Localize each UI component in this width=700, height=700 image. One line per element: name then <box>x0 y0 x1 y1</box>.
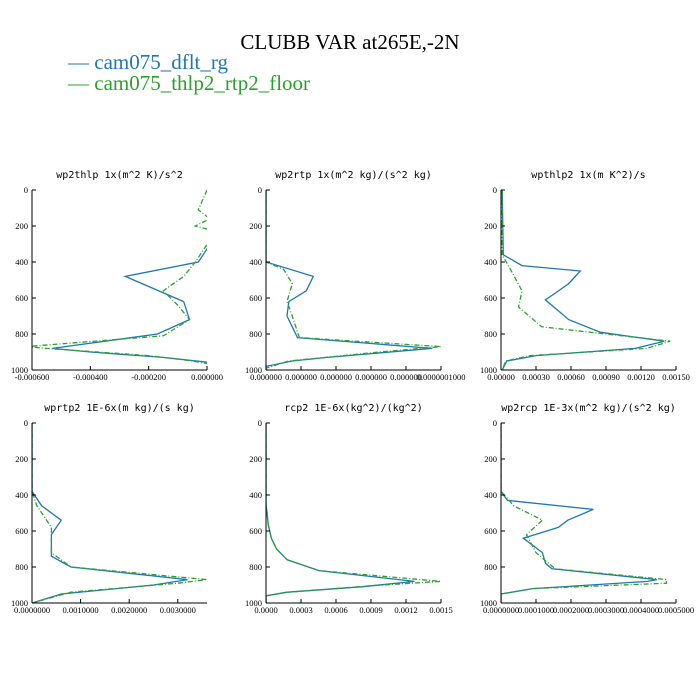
y-tick-label: 800 <box>15 329 28 339</box>
x-tick-label: 0.000000 <box>355 372 387 382</box>
series-line-floor <box>501 190 671 370</box>
x-tick-label: -0.000200 <box>131 372 166 382</box>
x-tick-label: 0.0009 <box>359 605 382 615</box>
y-tick-label: 400 <box>484 490 497 500</box>
x-tick-label: 0.0012 <box>394 605 417 615</box>
series-line-dflt <box>501 423 658 603</box>
panel-title: wp2rcp 1E-3x(m^2 kg)/(s^2 kg) <box>501 403 676 414</box>
x-tick-label: 0.00120 <box>627 372 655 382</box>
x-tick-label: 0.0002000 <box>553 605 589 615</box>
y-tick-label: 1000 <box>480 598 497 608</box>
panel-title: wprtp2 1E-6x(m kg)/(s kg) <box>44 403 195 414</box>
y-tick-label: 600 <box>249 526 262 536</box>
x-tick-label: 0.00150 <box>662 372 690 382</box>
chart-panel-1: wp2rtp 1x(m^2 kg)/(s^2 kg) 0 200 400 600 800 1… <box>245 170 465 382</box>
y-tick-label: 200 <box>484 454 497 464</box>
x-tick-label: 0.000000 <box>285 372 317 382</box>
panel-title: wp2thlp 1x(m^2 K)/s^2 <box>56 170 182 181</box>
x-tick-label: 0.0020000 <box>111 605 147 615</box>
chart-panel-4: rcp2 1E-6x(kg^2)/(kg^2) 0 200 400 600 800 1000… <box>245 403 453 615</box>
y-tick-label: 200 <box>484 221 497 231</box>
legend-label: — cam075_dflt_rg <box>68 50 229 74</box>
x-tick-label: -0.000600 <box>15 372 50 382</box>
series-line-floor <box>32 423 207 603</box>
y-tick-label: 200 <box>249 454 262 464</box>
y-tick-label: 600 <box>484 293 497 303</box>
x-tick-label: 0.00060 <box>557 372 585 382</box>
panel-title: wpthlp2 1x(m K^2)/s <box>531 170 645 181</box>
y-tick-label: 800 <box>15 562 28 572</box>
series-line-dflt <box>52 247 207 363</box>
chart-panel-2: wpthlp2 1x(m K^2)/s020040060080010000.00… <box>480 170 690 382</box>
x-tick-label: 0.0005000 <box>658 605 694 615</box>
y-tick-label: 400 <box>249 490 262 500</box>
x-tick-label: 0.00090 <box>592 372 620 382</box>
x-tick-label: 0.0010000 <box>63 605 99 615</box>
y-tick-label: 1000 <box>11 598 28 608</box>
y-tick-label: 400 <box>484 257 497 267</box>
series-line-dflt <box>266 190 433 370</box>
y-tick-label: 600 <box>249 293 262 303</box>
series-line-floor <box>266 423 441 603</box>
y-tick-label: 400 <box>15 257 28 267</box>
y-tick-label: 800 <box>249 329 262 339</box>
y-tick-label: 1000 <box>245 598 262 608</box>
y-tick-label: 1000 <box>11 365 28 375</box>
y-tick-label: 200 <box>15 221 28 231</box>
y-tick-label: 800 <box>484 562 497 572</box>
legend-label: — cam075_thlp2_rtp2_floor <box>68 71 311 95</box>
x-tick-label: 0.0004000 <box>623 605 659 615</box>
y-tick-label: 200 <box>15 454 28 464</box>
y-tick-label: 0 <box>24 418 28 428</box>
y-tick-label: 400 <box>249 257 262 267</box>
y-tick-label: 0 <box>258 185 262 195</box>
legend-item-floor: — cam075_thlp2_rtp2_floor <box>68 71 310 96</box>
y-tick-label: 1000 <box>245 365 262 375</box>
y-tick-label: 600 <box>15 526 28 536</box>
chart-panel-5: wp2rcp 1E-3x(m^2 kg)/(s^2 kg) 0 200 400 600 8… <box>480 403 694 615</box>
x-tick-label: 0.0003000 <box>588 605 624 615</box>
series-line-floor <box>266 190 441 370</box>
x-tick-label: 0.0000000 <box>14 605 50 615</box>
x-tick-label: -0.000400 <box>73 372 108 382</box>
series-line-dflt <box>501 190 665 370</box>
x-tick-label: 0.0000001000 <box>417 372 466 382</box>
x-tick-label: 0.000000 <box>390 372 422 382</box>
x-tick-label: 0.00000 <box>487 372 515 382</box>
chart-panel-3: wprtp2 1E-6x(m kg)/(s kg) 0 200 400 600 800 10… <box>11 403 207 615</box>
x-tick-label: 0.0015 <box>429 605 452 615</box>
y-tick-label: 400 <box>15 490 28 500</box>
y-tick-label: 0 <box>493 418 497 428</box>
y-tick-label: 600 <box>484 526 497 536</box>
y-tick-label: 800 <box>249 562 262 572</box>
y-tick-label: 1000 <box>480 365 497 375</box>
x-tick-label: 0.0030000 <box>160 605 196 615</box>
page-title: CLUBB VAR at265E,-2N <box>240 30 460 54</box>
x-tick-label: 0.000000 <box>191 372 223 382</box>
x-tick-label: 0.0000000 <box>483 605 519 615</box>
y-tick-label: 800 <box>484 329 497 339</box>
x-tick-label: 0.0003 <box>289 605 312 615</box>
x-tick-label: 0.0000 <box>254 605 277 615</box>
y-tick-label: 0 <box>24 185 28 195</box>
legend-item-dflt: — cam075_dflt_rg <box>68 50 228 75</box>
y-tick-label: 200 <box>249 221 262 231</box>
y-tick-label: 0 <box>258 418 262 428</box>
panel-title: wp2rtp 1x(m^2 kg)/(s^2 kg) <box>275 170 432 181</box>
chart-panel-0: wp2thlp 1x(m^2 K)/s^202004006008001000-0… <box>11 170 223 382</box>
x-tick-label: 0.000000 <box>250 372 282 382</box>
x-tick-label: 0.0001000 <box>518 605 554 615</box>
panel-title: rcp2 1E-6x(kg^2)/(kg^2) <box>284 403 422 414</box>
x-tick-label: 0.00030 <box>522 372 550 382</box>
x-tick-label: 0.0006 <box>324 605 347 615</box>
series-line-dflt <box>266 423 415 603</box>
series-line-floor <box>501 423 668 603</box>
series-line-floor <box>32 190 207 365</box>
y-tick-label: 0 <box>493 185 497 195</box>
x-tick-label: 0.000000 <box>320 372 352 382</box>
y-tick-label: 600 <box>15 293 28 303</box>
